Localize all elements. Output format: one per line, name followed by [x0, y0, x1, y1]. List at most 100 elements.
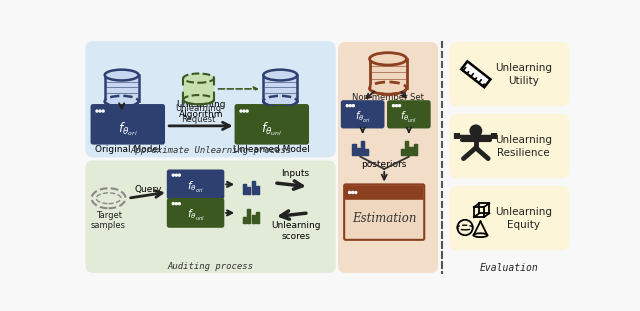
Ellipse shape: [263, 70, 297, 81]
Bar: [405, 141, 408, 155]
Bar: [252, 215, 255, 223]
Circle shape: [346, 105, 348, 107]
FancyBboxPatch shape: [92, 106, 163, 116]
Ellipse shape: [183, 95, 214, 104]
Bar: [243, 183, 246, 194]
FancyBboxPatch shape: [92, 105, 164, 144]
Bar: [243, 217, 246, 223]
Text: Unlearning
Resilience: Unlearning Resilience: [495, 135, 552, 158]
Circle shape: [351, 192, 354, 193]
Text: Unlearned Model: Unlearned Model: [234, 145, 310, 154]
Text: $f_{\theta_{unl}}$: $f_{\theta_{unl}}$: [401, 110, 417, 125]
Bar: [365, 149, 368, 155]
Text: Unlearning
Algorithm: Unlearning Algorithm: [176, 100, 226, 119]
Bar: [401, 149, 404, 155]
Bar: [369, 59, 406, 88]
Text: Unlearning
Request: Unlearning Request: [175, 104, 221, 124]
Bar: [247, 188, 250, 194]
FancyBboxPatch shape: [389, 102, 429, 109]
Text: Original Model: Original Model: [95, 145, 161, 154]
FancyBboxPatch shape: [168, 199, 223, 227]
Circle shape: [172, 203, 174, 205]
Ellipse shape: [369, 82, 406, 94]
Text: Unlearning
scores: Unlearning scores: [271, 221, 321, 241]
Text: $f_{\theta_{ori}}$: $f_{\theta_{ori}}$: [355, 110, 371, 125]
Text: $f_{\theta_{ori}}$: $f_{\theta_{ori}}$: [188, 180, 204, 195]
Circle shape: [175, 203, 177, 205]
Circle shape: [349, 105, 351, 107]
Bar: [365, 149, 368, 155]
FancyBboxPatch shape: [168, 170, 223, 198]
FancyBboxPatch shape: [342, 101, 383, 128]
Bar: [353, 144, 356, 155]
Text: $f_{\theta_{unl}}$: $f_{\theta_{unl}}$: [187, 208, 205, 224]
FancyBboxPatch shape: [86, 41, 336, 157]
FancyBboxPatch shape: [86, 160, 336, 273]
Bar: [405, 141, 408, 155]
Bar: [247, 209, 250, 223]
Bar: [263, 75, 297, 101]
FancyBboxPatch shape: [338, 42, 438, 273]
Circle shape: [355, 192, 356, 193]
Bar: [256, 212, 259, 223]
Bar: [413, 144, 417, 155]
Circle shape: [179, 203, 180, 205]
FancyBboxPatch shape: [342, 102, 383, 109]
Bar: [243, 217, 246, 223]
Ellipse shape: [263, 96, 297, 107]
FancyBboxPatch shape: [450, 42, 569, 107]
FancyBboxPatch shape: [168, 171, 223, 179]
Ellipse shape: [183, 73, 214, 83]
Text: $f_{\theta_{unl}}$: $f_{\theta_{unl}}$: [261, 120, 282, 137]
Bar: [252, 181, 255, 194]
FancyBboxPatch shape: [450, 186, 569, 251]
Circle shape: [246, 110, 248, 112]
Bar: [252, 215, 255, 223]
Circle shape: [243, 110, 245, 112]
Bar: [401, 149, 404, 155]
Circle shape: [172, 174, 174, 176]
Text: Approximate Unlearning process: Approximate Unlearning process: [131, 146, 292, 155]
Text: Unlearning
Utility: Unlearning Utility: [495, 63, 552, 86]
FancyBboxPatch shape: [236, 105, 308, 144]
Bar: [361, 141, 364, 155]
Bar: [356, 148, 360, 155]
Bar: [356, 148, 360, 155]
Ellipse shape: [105, 70, 139, 81]
FancyBboxPatch shape: [236, 106, 307, 116]
Text: Non-member Set: Non-member Set: [352, 93, 424, 102]
Circle shape: [392, 105, 394, 107]
Bar: [247, 188, 250, 194]
Bar: [243, 183, 246, 194]
Circle shape: [349, 192, 351, 193]
FancyBboxPatch shape: [345, 185, 424, 200]
Circle shape: [99, 110, 101, 112]
Bar: [256, 186, 259, 194]
Circle shape: [399, 105, 401, 107]
Bar: [256, 212, 259, 223]
Bar: [105, 75, 139, 101]
Text: $f_{\theta_{ori}}$: $f_{\theta_{ori}}$: [118, 120, 138, 137]
Bar: [410, 147, 413, 155]
Bar: [183, 78, 214, 100]
FancyBboxPatch shape: [344, 184, 424, 240]
Polygon shape: [461, 61, 490, 87]
Circle shape: [179, 174, 180, 176]
Bar: [252, 181, 255, 194]
Text: posteriors: posteriors: [362, 160, 407, 169]
Bar: [353, 144, 356, 155]
Bar: [413, 144, 417, 155]
Circle shape: [353, 105, 355, 107]
Bar: [256, 186, 259, 194]
Circle shape: [240, 110, 242, 112]
Text: Training Set: Training Set: [97, 106, 147, 115]
Circle shape: [102, 110, 104, 112]
Bar: [410, 147, 413, 155]
FancyBboxPatch shape: [388, 101, 429, 128]
Text: Retaining Set: Retaining Set: [252, 106, 308, 115]
Text: Query: Query: [134, 185, 161, 194]
Circle shape: [396, 105, 397, 107]
Ellipse shape: [369, 53, 406, 65]
Bar: [247, 209, 250, 223]
Text: Evaluation: Evaluation: [480, 263, 539, 273]
